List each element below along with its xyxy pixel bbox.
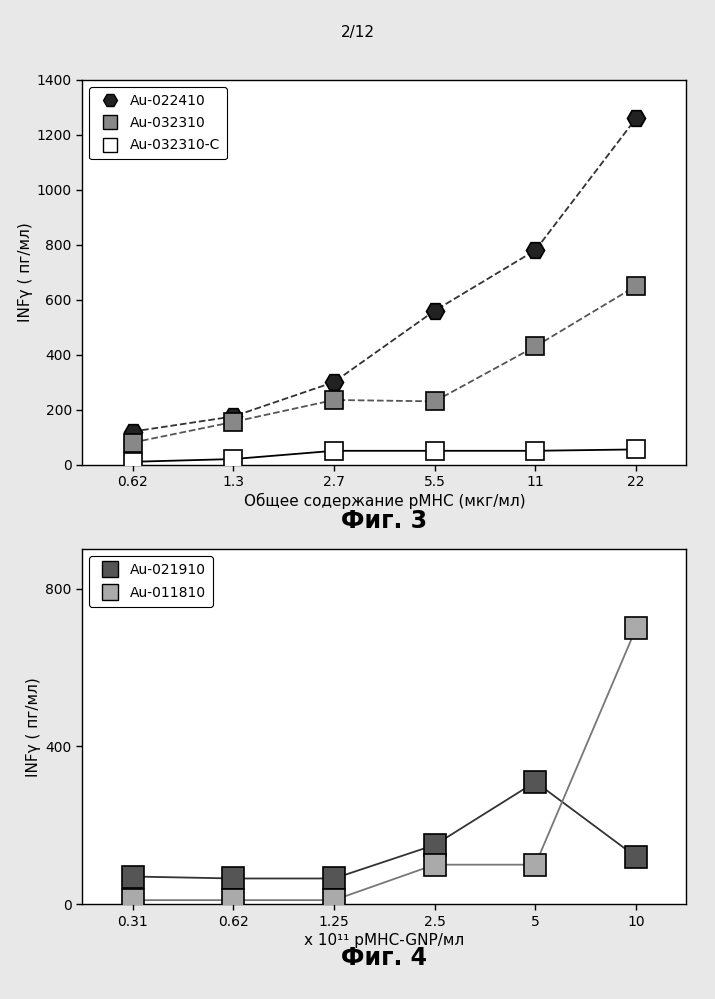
Text: 2/12: 2/12 xyxy=(340,25,375,40)
Text: Фиг. 4: Фиг. 4 xyxy=(341,946,428,970)
Text: Фиг. 3: Фиг. 3 xyxy=(341,509,428,533)
X-axis label: x 10¹¹ рМНС-GNP/мл: x 10¹¹ рМНС-GNP/мл xyxy=(304,933,465,948)
Legend: Au-022410, Au-032310, Au-032310-C: Au-022410, Au-032310, Au-032310-C xyxy=(89,87,227,160)
Y-axis label: INFγ ( пг/мл): INFγ ( пг/мл) xyxy=(26,677,41,776)
Y-axis label: INFγ ( пг/мл): INFγ ( пг/мл) xyxy=(17,223,32,322)
Legend: Au-021910, Au-011810: Au-021910, Au-011810 xyxy=(89,556,212,606)
X-axis label: Общее содержание рМНС (мкг/мл): Общее содержание рМНС (мкг/мл) xyxy=(244,494,525,509)
